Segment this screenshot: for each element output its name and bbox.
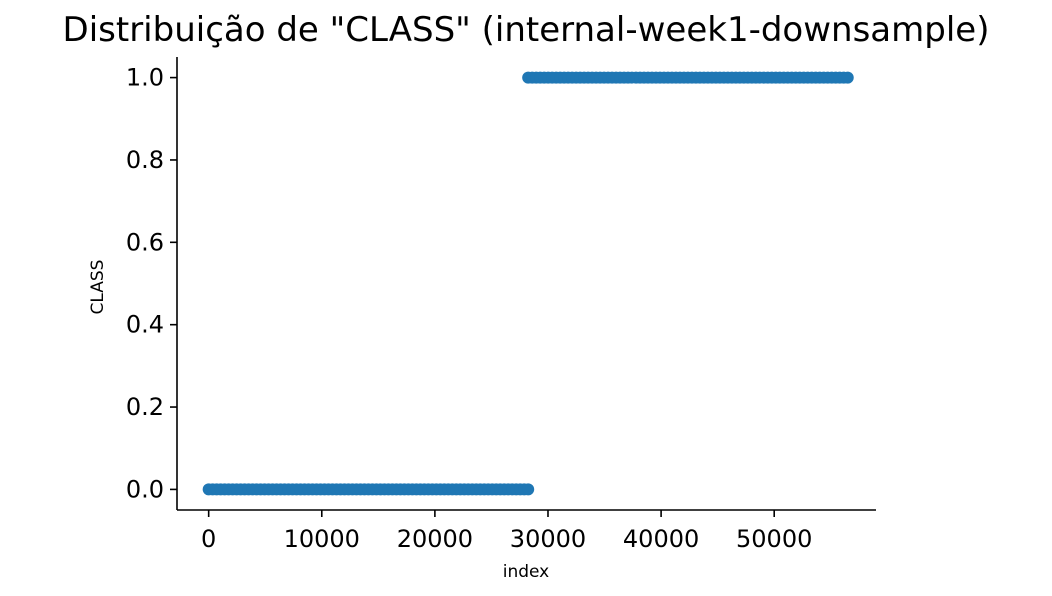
y-tick-label: 0.0 <box>126 475 164 503</box>
data-point <box>522 483 535 496</box>
x-tick-label: 40000 <box>623 525 699 553</box>
y-tick-label: 0.2 <box>126 393 164 421</box>
x-tick-label: 0 <box>201 525 216 553</box>
y-tick-label: 0.6 <box>126 228 164 256</box>
points-layer <box>202 71 854 496</box>
x-tick-label: 50000 <box>736 525 812 553</box>
y-ticks: 0.0 0.2 0.4 0.6 0.8 1.0 <box>126 64 177 503</box>
y-tick-label: 1.0 <box>126 64 164 92</box>
x-axis-label: index <box>503 562 550 582</box>
x-ticks: 0 10000 20000 30000 40000 50000 <box>201 510 812 553</box>
chart-title: Distribuição de "CLASS" (internal-week1-… <box>62 10 990 50</box>
y-tick-label: 0.8 <box>126 146 164 174</box>
y-tick-label: 0.4 <box>126 311 164 339</box>
x-tick-label: 30000 <box>510 525 586 553</box>
x-tick-label: 20000 <box>397 525 473 553</box>
data-point <box>841 71 854 84</box>
y-axis-label: CLASS <box>88 260 108 315</box>
x-tick-label: 10000 <box>284 525 360 553</box>
